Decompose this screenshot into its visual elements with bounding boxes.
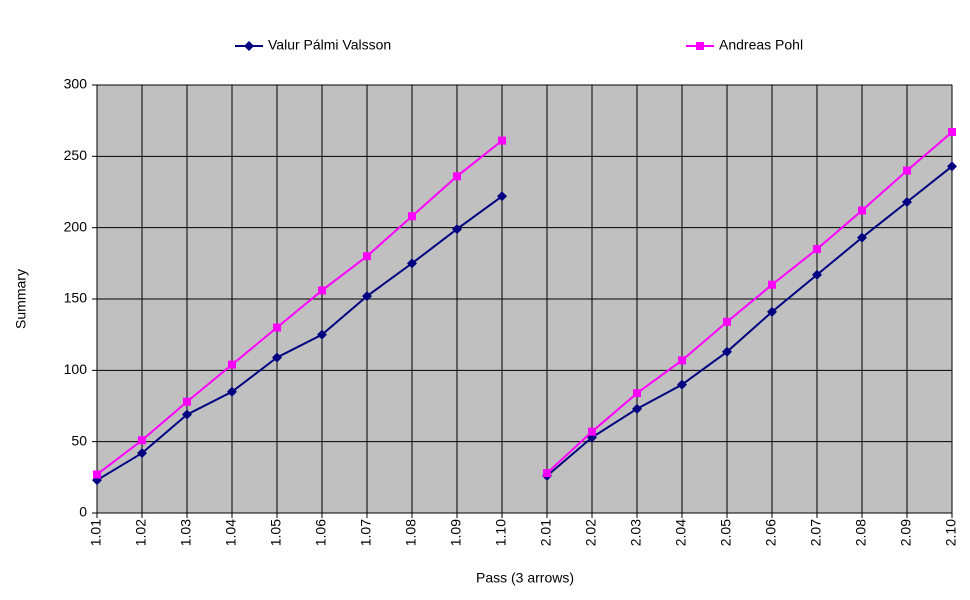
legend-label: Valur Pálmi Valsson (268, 37, 391, 53)
series-line (546, 165, 953, 477)
x-tick-label: 2.05 (718, 519, 734, 546)
marker (227, 386, 237, 397)
y-tick-label: 300 (64, 76, 88, 92)
series-line (546, 131, 953, 474)
y-tick-label: 250 (64, 147, 88, 163)
marker (947, 161, 957, 172)
marker (903, 166, 911, 175)
x-tick-label: 2.08 (853, 519, 869, 546)
marker (677, 379, 687, 390)
x-tick-label: 2.03 (628, 519, 644, 546)
marker (317, 329, 327, 340)
marker (632, 403, 642, 414)
marker (813, 245, 821, 254)
marker (272, 352, 282, 363)
marker (452, 224, 462, 235)
x-tick-label: 1.04 (223, 519, 239, 546)
marker (138, 436, 146, 445)
marker (273, 323, 281, 332)
x-tick-label: 2.04 (673, 519, 689, 546)
marker (362, 291, 372, 302)
x-tick-label: 2.02 (583, 519, 599, 546)
x-tick-label: 2.01 (538, 519, 554, 546)
series-line (96, 139, 503, 476)
marker (768, 280, 776, 289)
x-tick-label: 1.02 (133, 519, 149, 546)
marker (228, 360, 236, 369)
y-tick-label: 50 (71, 432, 87, 448)
marker (318, 286, 326, 295)
marker (948, 128, 956, 137)
marker (858, 206, 866, 215)
marker (723, 317, 731, 326)
marker (93, 470, 101, 479)
x-axis-label: Pass (3 arrows) (476, 570, 574, 586)
x-tick-label: 1.10 (493, 519, 509, 546)
marker (812, 269, 822, 280)
marker (497, 191, 507, 202)
marker (902, 196, 912, 207)
x-tick-label: 1.03 (178, 519, 194, 546)
x-tick-label: 2.06 (763, 519, 779, 546)
marker (182, 409, 192, 420)
marker (857, 232, 867, 243)
marker (633, 389, 641, 398)
marker (588, 427, 596, 436)
x-tick-label: 2.09 (898, 519, 914, 546)
x-tick-label: 1.07 (358, 519, 374, 546)
marker (137, 448, 147, 459)
marker (407, 258, 417, 269)
marker (244, 41, 254, 51)
x-tick-label: 1.05 (268, 519, 284, 546)
marker (722, 346, 732, 357)
x-tick-label: 2.07 (808, 519, 824, 546)
x-tick-label: 1.06 (313, 519, 329, 546)
marker (696, 42, 704, 50)
marker (767, 306, 777, 317)
y-axis-label: Summary (13, 269, 29, 329)
y-tick-label: 100 (64, 361, 88, 377)
marker (543, 469, 551, 478)
marker (498, 136, 506, 145)
series-line (96, 195, 503, 482)
marker (363, 252, 371, 261)
y-tick-label: 150 (64, 290, 88, 306)
x-tick-label: 1.01 (88, 519, 104, 546)
x-tick-label: 2.10 (943, 519, 959, 546)
x-tick-label: 1.08 (403, 519, 419, 546)
marker (678, 356, 686, 365)
y-tick-label: 0 (79, 504, 87, 520)
marker (453, 172, 461, 181)
y-tick-label: 200 (64, 218, 88, 234)
marker (183, 397, 191, 406)
legend-label: Andreas Pohl (719, 37, 803, 53)
x-tick-label: 1.09 (448, 519, 464, 546)
marker (408, 212, 416, 221)
